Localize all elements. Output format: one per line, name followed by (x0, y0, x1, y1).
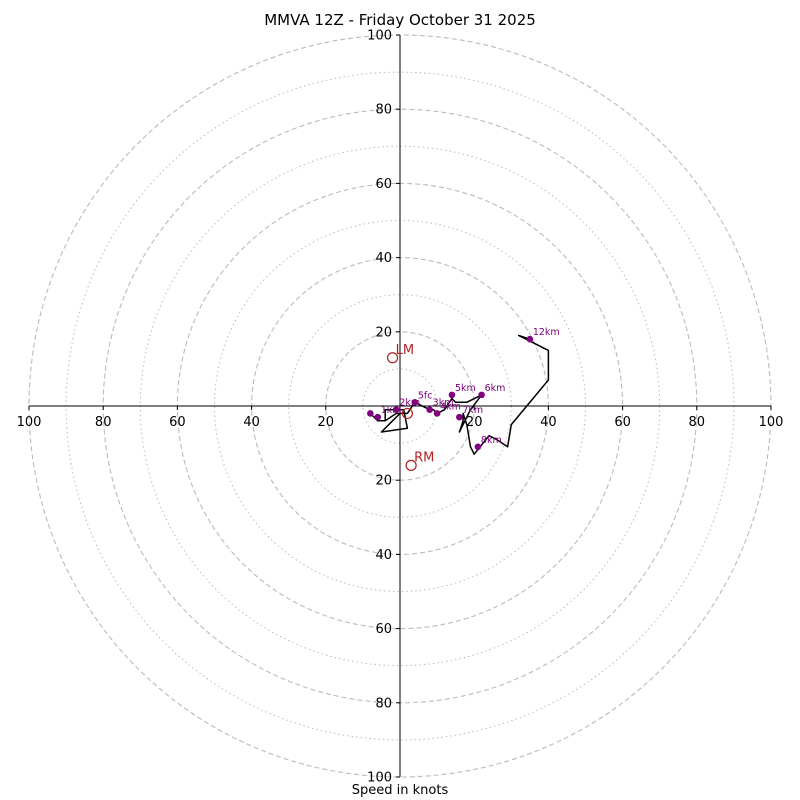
height-marker-point (374, 413, 382, 421)
x-tick-label: 80 (689, 415, 706, 430)
height-marker-label: 4km (440, 401, 461, 412)
wind-trace-low-level (380, 408, 409, 433)
height-marker-point (456, 413, 463, 421)
height-marker-point (478, 391, 485, 399)
chart-title: MMVA 12Z - Friday October 31 2025 (264, 11, 536, 29)
y-tick-label: 40 (375, 251, 392, 266)
height-marker-label: 8km (481, 435, 502, 446)
height-marker-point (367, 410, 374, 417)
y-tick-label: 80 (375, 103, 392, 118)
height-marker-point (411, 398, 419, 406)
x-tick-label: 80 (95, 415, 112, 430)
y-tick-label: 80 (375, 696, 392, 711)
y-tick-label: 100 (367, 29, 392, 44)
storm-motion-label: LM (396, 343, 414, 358)
x-axis-label: Speed in knots (351, 783, 449, 798)
storm-motion-markers: LM RM (386, 343, 434, 471)
height-marker-label: 7km (462, 405, 483, 416)
height-marker-label: 2km (399, 398, 420, 409)
height-marker-label: 6km (485, 383, 506, 394)
height-marker-point (392, 406, 400, 414)
storm-motion-point (386, 352, 399, 364)
height-marker-point (448, 391, 456, 399)
storm-motion-point (401, 407, 414, 420)
height-marker-point (474, 443, 482, 451)
storm-motion-point (405, 459, 417, 471)
tick-labels: 100 80 60 40 20 20 40 60 80 100 100 80 60 40 20 20 40 60 8… (17, 29, 784, 786)
height-marker-point (526, 335, 534, 343)
y-tick-label: 20 (375, 325, 392, 340)
y-tick-label: 100 (367, 771, 392, 786)
x-tick-label: 100 (17, 415, 42, 430)
x-tick-label: 20 (466, 415, 483, 430)
storm-motion-label: RM (414, 450, 434, 465)
height-marker-label: 12km (533, 327, 560, 338)
height-marker-label: 5fc (418, 390, 433, 401)
x-tick-label: 60 (169, 415, 186, 430)
x-tick-label: 40 (243, 415, 260, 430)
height-marker-label: 1km (381, 405, 402, 416)
height-marker-label: 3km (433, 398, 454, 409)
height-marker-point (433, 410, 441, 417)
y-tick-label: 60 (375, 177, 392, 192)
height-marker-label: 5km (455, 383, 476, 394)
x-tick-label: 60 (614, 415, 631, 430)
height-marker-point (426, 406, 433, 414)
x-tick-label: 100 (759, 415, 784, 430)
y-tick-label: 40 (375, 548, 392, 563)
x-tick-label: 40 (540, 415, 557, 430)
y-tick-label: 20 (375, 474, 392, 489)
x-tick-label: 20 (318, 415, 335, 430)
y-tick-label: 60 (375, 622, 392, 637)
